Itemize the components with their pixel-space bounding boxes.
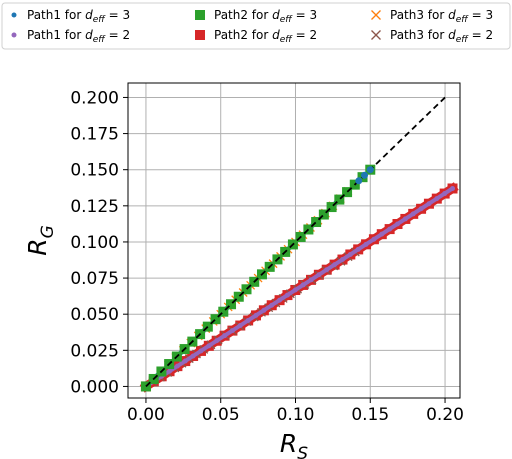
- data-point: [347, 251, 353, 257]
- axis-ticks: 0.00 0.05 0.10 0.15 0.20 0.000 0.025 0.050 0.075…: [70, 88, 464, 425]
- data-point: [245, 317, 251, 323]
- data-point: [311, 217, 322, 228]
- x-tick-label: 0.20: [426, 405, 464, 425]
- data-point: [366, 166, 374, 174]
- y-tick-label: 0.075: [70, 269, 119, 289]
- legend-marker: [11, 12, 17, 18]
- data-point: [342, 187, 353, 198]
- y-tick-label: 0.200: [70, 88, 119, 108]
- data-point: [379, 231, 385, 237]
- y-tick-label: 0.000: [70, 377, 119, 397]
- data-point: [326, 202, 337, 213]
- legend-marker: [11, 32, 17, 38]
- legend-marker: [371, 30, 381, 40]
- y-tick-label: 0.050: [70, 305, 119, 325]
- plot-series: [139, 96, 459, 393]
- data-point: [206, 343, 212, 349]
- data-point: [174, 363, 180, 369]
- data-point: [214, 338, 220, 344]
- data-point: [332, 262, 338, 268]
- y-axis-title-base: R: [23, 238, 52, 255]
- data-point: [355, 246, 361, 252]
- data-point: [300, 282, 306, 288]
- legend-label: Path2 for deff = 3: [214, 8, 317, 25]
- legend-item: Path2 for deff = 2: [195, 28, 317, 45]
- data-point: [442, 191, 448, 197]
- y-tick-label: 0.125: [70, 197, 119, 217]
- legend-label: Path2 for deff = 2: [214, 28, 317, 45]
- data-point: [334, 194, 345, 205]
- x-axis-title: RS: [280, 429, 308, 459]
- legend-item: Path1 for deff = 2: [11, 28, 130, 45]
- legend-marker: [371, 10, 381, 20]
- y-tick-label: 0.150: [70, 161, 119, 181]
- data-point: [450, 185, 456, 191]
- plot-frame: [127, 82, 461, 399]
- data-point: [210, 314, 221, 325]
- y-axis-title: RG: [23, 225, 58, 256]
- x-axis-title-base: R: [280, 429, 297, 458]
- data-point: [361, 171, 369, 179]
- legend-label: Path1 for deff = 3: [27, 8, 130, 25]
- data-point: [284, 292, 290, 298]
- x-tick-label: 0.00: [127, 405, 165, 425]
- x-axis-title-sub: S: [297, 444, 308, 459]
- y-tick-label: 0.025: [70, 341, 119, 361]
- y-tick-label: 0.175: [70, 125, 119, 145]
- legend-marker: [195, 30, 205, 40]
- legend: Path1 for deff = 3 Path1 for deff = 2 Path…: [1, 2, 511, 50]
- data-point: [363, 241, 369, 247]
- legend-item: Path3 for deff = 3: [371, 8, 493, 25]
- series-band: [144, 186, 454, 389]
- legend-marker: [195, 10, 205, 20]
- legend-item: Path1 for deff = 3: [11, 8, 130, 25]
- data-point: [269, 302, 275, 308]
- series-2: [143, 185, 456, 389]
- x-tick-label: 0.15: [351, 405, 389, 425]
- data-point: [182, 358, 188, 364]
- data-point: [229, 328, 235, 334]
- data-point: [202, 321, 213, 332]
- legend-label: Path3 for deff = 3: [390, 8, 493, 25]
- data-point: [261, 307, 267, 313]
- data-point: [226, 299, 237, 310]
- data-point: [418, 206, 424, 212]
- y-axis-title-sub: G: [38, 225, 58, 238]
- data-point: [387, 226, 393, 232]
- data-point: [292, 287, 298, 293]
- legend-label: Path1 for deff = 2: [27, 28, 130, 45]
- data-point: [434, 196, 440, 202]
- data-point: [190, 353, 196, 359]
- x-tick-label: 0.10: [277, 405, 315, 425]
- data-point: [339, 257, 345, 263]
- data-point: [237, 323, 243, 329]
- data-point: [233, 291, 244, 302]
- legend-box: [1, 2, 511, 50]
- data-point: [371, 236, 377, 242]
- data-point: [218, 306, 229, 317]
- legend-label: Path3 for deff = 2: [390, 28, 493, 45]
- data-point: [394, 221, 400, 227]
- data-point: [277, 297, 283, 303]
- data-point: [308, 277, 314, 283]
- x-tick-label: 0.05: [202, 405, 240, 425]
- data-point: [410, 211, 416, 217]
- data-point: [167, 368, 173, 374]
- data-point: [426, 201, 432, 207]
- data-point: [324, 267, 330, 273]
- legend-item: Path3 for deff = 2: [371, 28, 493, 45]
- y-tick-label: 0.100: [70, 233, 119, 253]
- data-point: [198, 348, 204, 354]
- data-point: [316, 272, 322, 278]
- data-point: [241, 284, 252, 295]
- data-point: [402, 216, 408, 222]
- data-point: [355, 177, 363, 185]
- data-point: [318, 209, 329, 220]
- data-point: [222, 333, 228, 339]
- legend-item: Path2 for deff = 3: [195, 8, 317, 25]
- data-point: [253, 312, 259, 318]
